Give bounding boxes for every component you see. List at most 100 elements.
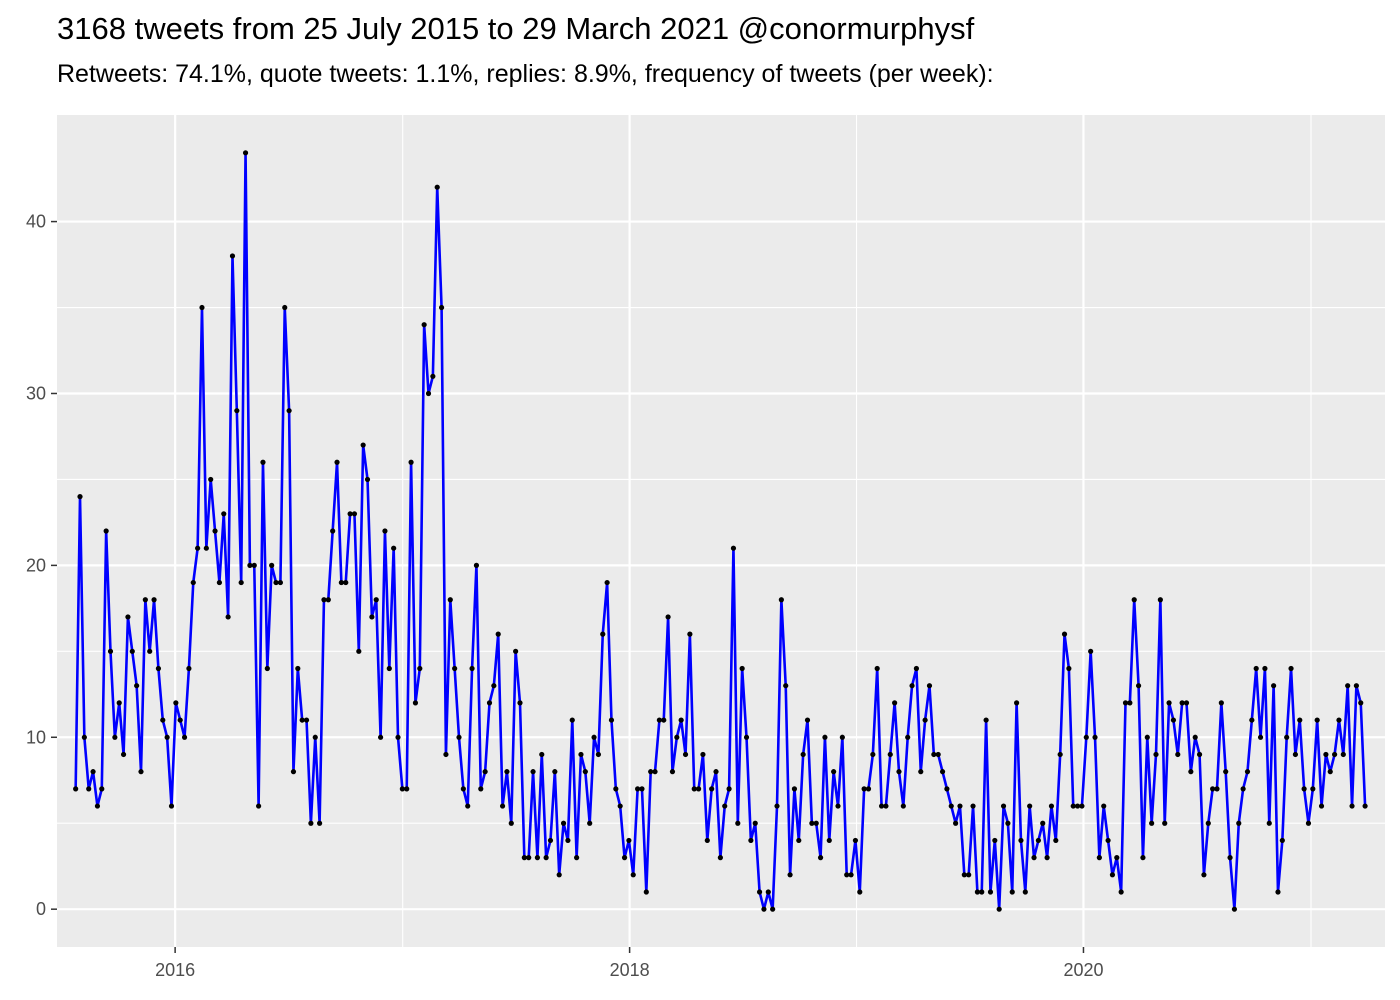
data-point — [809, 820, 815, 826]
data-point — [791, 786, 798, 792]
data-point — [264, 665, 270, 672]
data-point — [343, 579, 349, 586]
data-point — [831, 769, 837, 775]
data-point — [1122, 700, 1129, 706]
data-point — [1074, 803, 1081, 809]
data-point — [195, 545, 201, 551]
data-point — [112, 734, 118, 740]
data-point — [360, 442, 366, 448]
data-point — [909, 683, 915, 689]
data-point — [713, 769, 719, 775]
data-point — [848, 872, 854, 878]
data-point — [386, 665, 392, 672]
data-point — [90, 769, 96, 775]
data-point — [1218, 700, 1224, 706]
data-point — [591, 734, 597, 740]
data-point — [417, 665, 423, 672]
data-point — [1336, 717, 1342, 723]
data-point — [787, 872, 793, 878]
data-point — [913, 665, 920, 672]
data-point — [552, 769, 558, 775]
data-points — [73, 150, 1368, 912]
data-point — [874, 665, 880, 672]
data-point — [1175, 751, 1181, 758]
data-point — [1144, 734, 1150, 740]
data-point — [878, 803, 885, 809]
data-point — [1105, 837, 1111, 844]
data-point — [617, 803, 623, 809]
data-point — [987, 889, 994, 895]
data-point — [391, 545, 397, 551]
data-point — [1205, 820, 1211, 826]
data-point — [896, 769, 902, 775]
data-point — [404, 786, 410, 792]
data-point — [1275, 889, 1281, 895]
data-point — [608, 717, 615, 723]
data-point — [1022, 889, 1028, 895]
data-point — [1040, 820, 1046, 826]
data-point — [1358, 700, 1364, 706]
data-point — [970, 803, 976, 809]
data-point — [1305, 820, 1312, 826]
data-point — [700, 751, 706, 758]
data-point — [974, 889, 981, 895]
data-point — [1192, 734, 1198, 740]
data-point — [1114, 855, 1120, 861]
data-point — [86, 786, 92, 792]
data-point — [138, 769, 144, 775]
data-point — [621, 855, 628, 861]
data-point — [256, 803, 262, 809]
data-point — [1018, 837, 1024, 844]
data-point — [826, 837, 832, 844]
data-point — [961, 872, 967, 878]
data-point — [774, 803, 780, 809]
data-point — [325, 597, 331, 603]
data-point — [1279, 837, 1285, 844]
data-point — [691, 786, 697, 792]
data-point — [269, 562, 275, 568]
data-point — [770, 906, 776, 912]
data-point — [129, 648, 135, 654]
data-point — [1092, 734, 1098, 740]
data-point — [709, 786, 715, 792]
data-point — [282, 304, 288, 311]
data-point — [844, 872, 850, 878]
data-point — [543, 855, 549, 861]
data-point — [1066, 665, 1072, 672]
data-point — [334, 459, 340, 465]
data-point — [739, 665, 745, 672]
plot-panel — [57, 115, 1385, 947]
data-point — [648, 769, 654, 775]
data-point — [286, 408, 292, 414]
data-point — [539, 751, 545, 758]
data-point — [743, 734, 750, 740]
chart-subtitle: Retweets: 74.1%, quote tweets: 1.1%, rep… — [57, 60, 994, 88]
data-point — [199, 304, 205, 311]
chart-title: 3168 tweets from 25 July 2015 to 29 Marc… — [57, 11, 975, 46]
data-point — [308, 820, 314, 826]
data-point — [996, 906, 1002, 912]
data-point — [765, 889, 771, 895]
data-point — [399, 786, 405, 792]
data-point — [526, 855, 532, 861]
data-point — [1201, 872, 1207, 878]
data-point — [582, 769, 588, 775]
data-point — [504, 769, 510, 775]
data-point — [565, 837, 571, 844]
data-point — [373, 597, 379, 603]
data-point — [1109, 872, 1116, 878]
data-point — [299, 717, 305, 723]
data-point — [1009, 889, 1015, 895]
data-point — [861, 786, 867, 792]
data-point — [534, 855, 541, 861]
data-point — [460, 786, 466, 792]
data-point — [905, 734, 911, 740]
data-point — [212, 528, 218, 534]
data-point — [351, 511, 358, 517]
data-point — [1170, 717, 1177, 723]
data-point — [922, 717, 928, 723]
x-tick-label: 2020 — [1063, 960, 1103, 980]
data-point — [748, 837, 754, 844]
data-point — [752, 820, 758, 826]
data-point — [208, 476, 214, 483]
